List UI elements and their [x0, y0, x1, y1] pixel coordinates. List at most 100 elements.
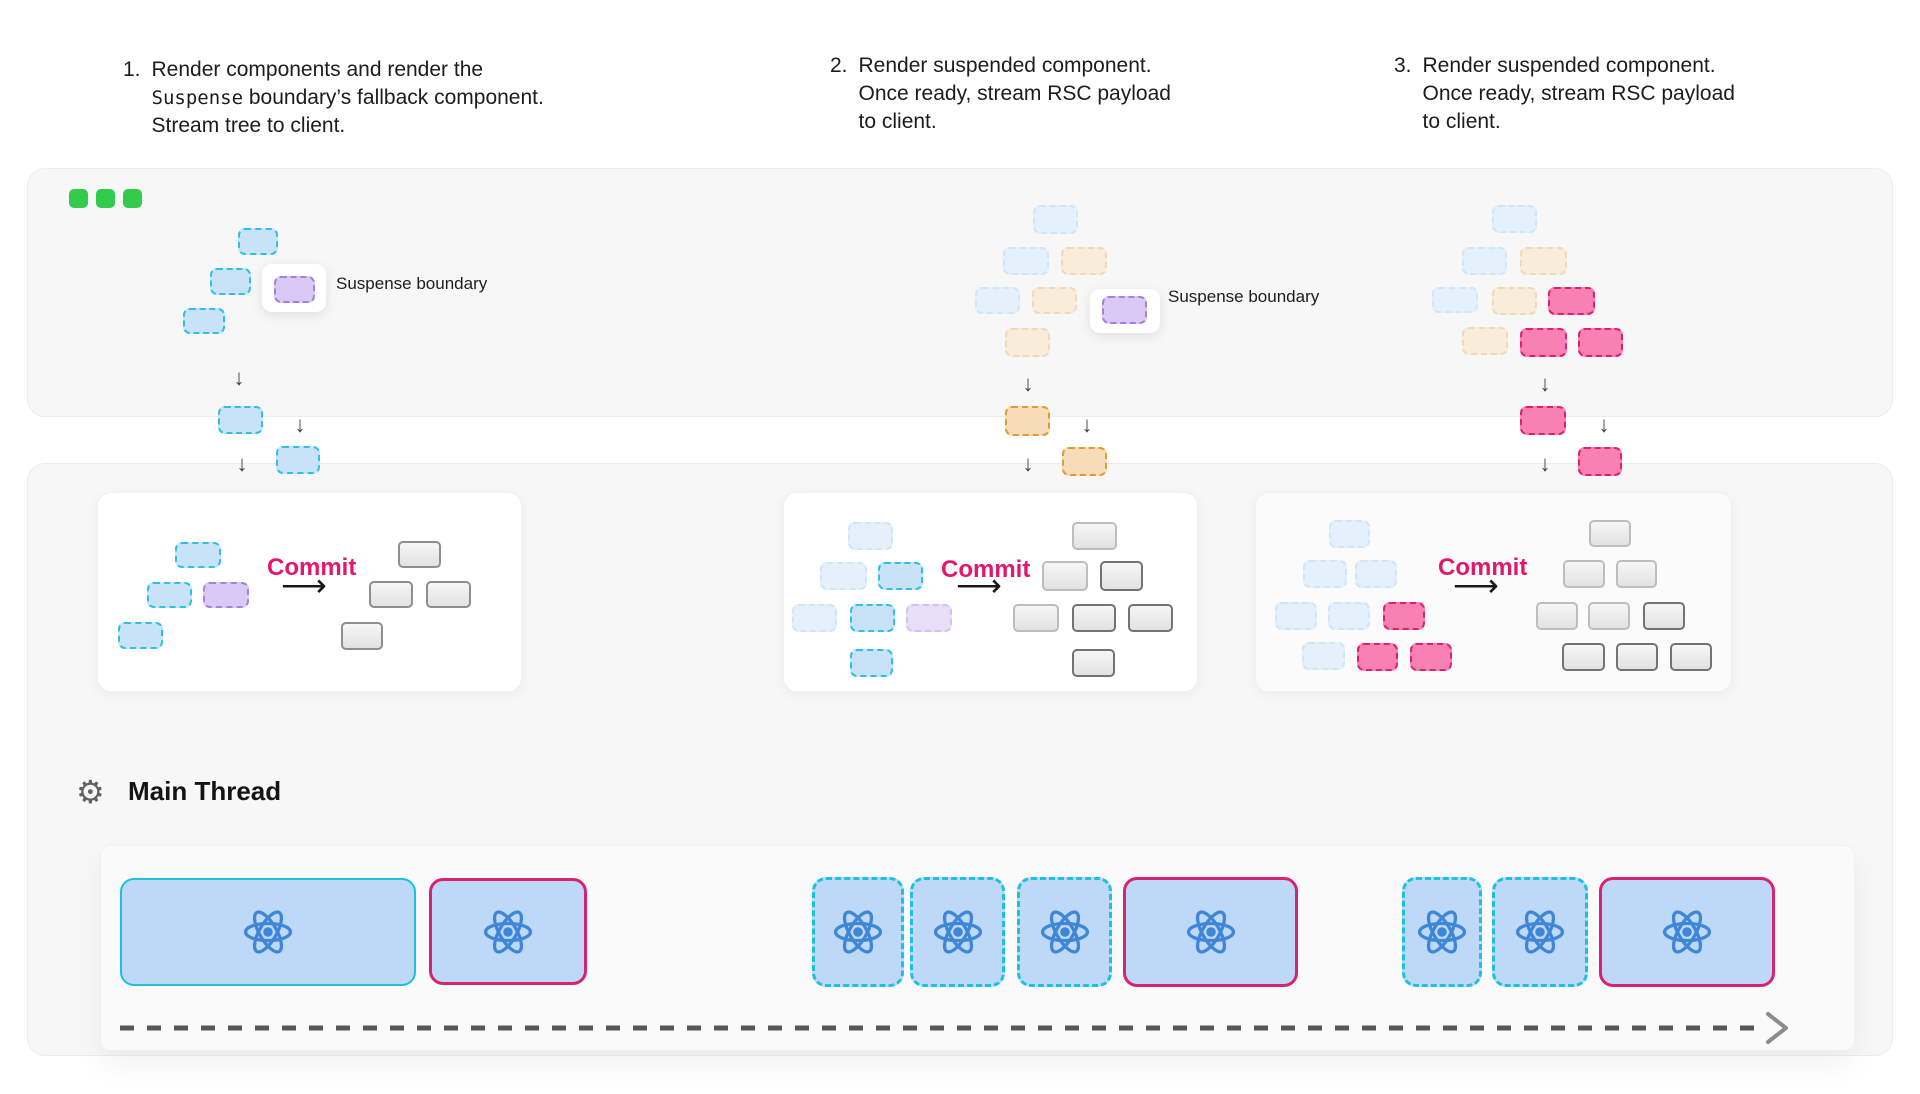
commit-arrow-icon: ⟶ [956, 567, 1002, 603]
tree-node [975, 287, 1020, 314]
react-logo-icon [1040, 906, 1089, 958]
fiber-node [792, 604, 837, 632]
suspended-node [1520, 328, 1567, 357]
render-block-streamed [1402, 877, 1482, 987]
step-2-text: 2. Render suspended component. Once read… [830, 52, 1171, 136]
dom-node [1616, 560, 1657, 588]
dom-node-new [1643, 602, 1685, 630]
commit-label: Commit [1438, 554, 1528, 581]
suspense-boundary-node [1102, 296, 1147, 324]
down-arrow-icon: ↓ [1539, 371, 1551, 396]
step-3-line-1: Render suspended component. [1422, 54, 1716, 77]
fiber-node [1329, 520, 1370, 548]
render-block-suspended [1599, 877, 1775, 987]
fiber-node [878, 562, 923, 590]
step-1-line-3: Stream tree to client. [151, 114, 346, 137]
suspense-boundary-node [274, 276, 315, 303]
streamed-node [1520, 406, 1566, 435]
dom-node-new [1072, 604, 1116, 632]
step-1-number: 1. [123, 58, 141, 81]
tree-node [1005, 328, 1050, 357]
render-block-suspended [1123, 877, 1298, 987]
react-logo-icon [1417, 906, 1467, 958]
dom-node-new [1670, 643, 1712, 671]
step-3-line-3: to client. [1422, 110, 1501, 133]
tree-node [1061, 247, 1107, 275]
step-3-text: 3. Render suspended component. Once read… [1394, 52, 1735, 136]
window-dot-icon [96, 189, 115, 208]
dom-node [1536, 602, 1578, 630]
streamed-node [1005, 406, 1050, 436]
dom-node [1072, 522, 1117, 550]
tree-node [183, 308, 225, 334]
down-arrow-icon: ↓ [1081, 412, 1093, 437]
dom-node-new [1616, 643, 1658, 671]
suspense-boundary-node [906, 604, 952, 632]
dom-node [426, 581, 471, 608]
dom-node-new [1562, 643, 1605, 671]
dom-node [1588, 602, 1630, 630]
fiber-node [118, 622, 163, 649]
commit-arrow-icon: ⟶ [281, 567, 327, 603]
tree-node [1492, 287, 1537, 315]
react-logo-icon [1186, 906, 1235, 958]
render-block-streamed [812, 877, 904, 987]
commit-arrow-icon: ⟶ [1453, 567, 1499, 603]
dom-node [398, 541, 441, 568]
dom-node-new [1100, 561, 1143, 591]
tree-node [1520, 247, 1567, 275]
down-arrow-icon: ↓ [1022, 371, 1034, 396]
fiber-node [1275, 602, 1317, 630]
dom-node [341, 622, 383, 650]
down-arrow-icon: ↓ [1022, 451, 1034, 476]
down-arrow-icon: ↓ [1539, 451, 1551, 476]
down-arrow-icon: ↓ [1598, 412, 1610, 437]
down-arrow-icon: ↓ [236, 451, 248, 476]
fiber-node [848, 522, 893, 550]
suspense-boundary-label: Suspense boundary [336, 274, 488, 293]
step-1-lines: Render components and render the Suspens… [152, 56, 544, 140]
fiber-node [175, 542, 221, 568]
fiber-node [850, 604, 895, 632]
tree-node [1462, 247, 1507, 275]
suspended-node [1357, 643, 1398, 671]
step-2-line-1: Render suspended component. [858, 54, 1152, 77]
step-1-line-1: Render components and render the [151, 58, 484, 81]
down-arrow-icon: ↓ [294, 412, 306, 437]
react-logo-icon [243, 906, 293, 958]
dom-node [1013, 604, 1059, 632]
step-2-lines: Render suspended component. Once ready, … [859, 52, 1171, 136]
suspended-node [1410, 643, 1452, 671]
render-block-suspended [429, 878, 587, 985]
step-1-line-2-rest: boundary’s fallback component. [243, 86, 544, 109]
main-thread-label: Main Thread [128, 776, 282, 806]
dom-node-new [1072, 649, 1115, 677]
timeline-arrow-icon [120, 1012, 1788, 1044]
tree-node [1432, 287, 1478, 313]
suspense-boundary-node [203, 582, 249, 608]
suspense-boundary-label: Suspense boundary [1168, 287, 1320, 306]
tree-node [210, 268, 251, 295]
streamed-node [218, 406, 263, 434]
react-logo-icon [483, 906, 533, 957]
fiber-node [1303, 560, 1347, 588]
step-1-text: 1. Render components and render the Susp… [123, 56, 544, 140]
dom-node [1563, 560, 1605, 588]
step-3-number: 3. [1394, 54, 1412, 77]
fiber-node [147, 582, 192, 608]
suspended-node [1578, 328, 1623, 357]
render-block [120, 878, 416, 986]
gear-icon: ⚙ [76, 774, 105, 810]
suspended-node [1383, 602, 1425, 630]
fiber-node [1328, 602, 1370, 630]
step-2-number: 2. [830, 54, 848, 77]
fiber-node [1355, 560, 1397, 588]
step-1-line-2: Suspense boundary’s fallback component. [152, 84, 544, 112]
react-logo-icon [833, 906, 883, 958]
window-dot-icon [69, 189, 88, 208]
react-logo-icon [933, 906, 982, 958]
tree-node [238, 228, 278, 255]
render-block-streamed [1492, 877, 1588, 987]
dom-node [1589, 520, 1631, 547]
